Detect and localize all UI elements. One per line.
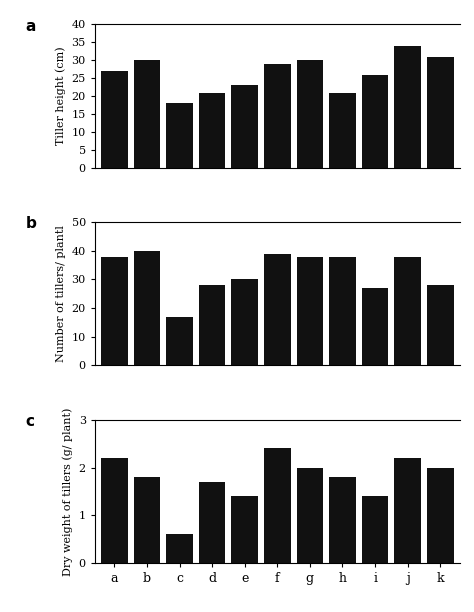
Bar: [264, 64, 291, 168]
Bar: [264, 449, 291, 563]
Bar: [427, 57, 454, 168]
Bar: [394, 46, 421, 168]
Bar: [362, 75, 388, 168]
Text: c: c: [26, 414, 35, 429]
Bar: [362, 288, 388, 365]
Bar: [297, 61, 323, 168]
Bar: [329, 92, 356, 168]
Bar: [199, 482, 226, 563]
Y-axis label: Tiller height (cm): Tiller height (cm): [55, 47, 66, 146]
Bar: [134, 251, 160, 365]
Bar: [101, 71, 128, 168]
Bar: [427, 468, 454, 563]
Bar: [394, 458, 421, 563]
Bar: [199, 92, 226, 168]
Bar: [264, 253, 291, 365]
Bar: [231, 85, 258, 168]
Bar: [329, 477, 356, 563]
Bar: [427, 285, 454, 365]
Bar: [231, 280, 258, 365]
Bar: [101, 256, 128, 365]
Y-axis label: Number of tillers/ plantl: Number of tillers/ plantl: [56, 225, 66, 362]
Bar: [394, 256, 421, 365]
Bar: [166, 316, 193, 365]
Bar: [166, 534, 193, 563]
Text: b: b: [26, 217, 36, 231]
Bar: [329, 256, 356, 365]
Bar: [297, 468, 323, 563]
Bar: [297, 256, 323, 365]
Y-axis label: Dry weight of tillers (g/ plant): Dry weight of tillers (g/ plant): [63, 407, 73, 576]
Bar: [134, 477, 160, 563]
Bar: [362, 496, 388, 563]
Bar: [134, 61, 160, 168]
Text: a: a: [26, 19, 36, 34]
Bar: [199, 285, 226, 365]
Bar: [101, 458, 128, 563]
Bar: [166, 103, 193, 168]
Bar: [231, 496, 258, 563]
